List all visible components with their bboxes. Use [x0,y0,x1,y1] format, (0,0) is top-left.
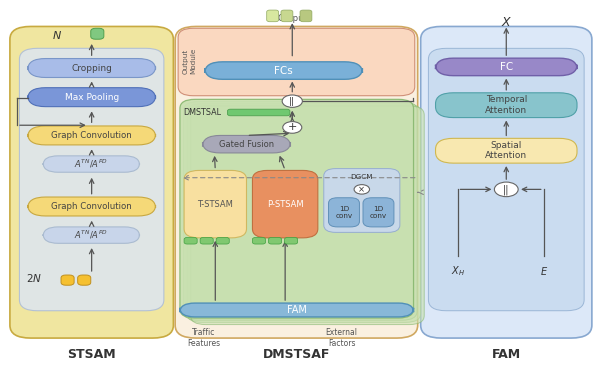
FancyBboxPatch shape [10,27,173,338]
FancyBboxPatch shape [200,238,213,244]
Text: Temporal
Attention: Temporal Attention [485,95,527,115]
Text: 1D
conv: 1D conv [335,206,353,219]
FancyBboxPatch shape [363,198,394,227]
FancyBboxPatch shape [267,10,278,22]
Text: $E$: $E$ [539,265,548,277]
Text: Cropping: Cropping [71,64,112,73]
FancyBboxPatch shape [253,238,266,244]
FancyBboxPatch shape [61,275,74,285]
FancyBboxPatch shape [324,169,400,232]
FancyBboxPatch shape [205,62,362,79]
FancyBboxPatch shape [91,28,104,39]
Text: Output
Module: Output Module [183,48,196,74]
FancyBboxPatch shape [77,275,91,285]
Text: Spatial
Attention: Spatial Attention [485,141,527,161]
Text: FAM: FAM [287,305,307,315]
FancyBboxPatch shape [253,171,318,238]
FancyBboxPatch shape [436,138,577,163]
FancyBboxPatch shape [187,104,421,322]
Text: 1D
conv: 1D conv [370,206,387,219]
FancyBboxPatch shape [191,106,424,324]
FancyBboxPatch shape [178,28,415,96]
FancyBboxPatch shape [329,198,359,227]
Text: ||: || [503,184,509,195]
FancyBboxPatch shape [300,10,312,22]
Text: DGCM: DGCM [350,174,373,179]
Text: STSAM: STSAM [67,348,116,361]
Text: Graph Convolution: Graph Convolution [51,131,132,140]
FancyBboxPatch shape [43,156,139,172]
FancyBboxPatch shape [28,88,155,107]
Text: $X_H$: $X_H$ [451,264,464,278]
FancyBboxPatch shape [184,238,197,244]
Text: Traffic
Features: Traffic Features [187,328,220,348]
Text: P-STSAM: P-STSAM [267,200,304,209]
Text: +: + [287,122,297,132]
Text: Max Pooling: Max Pooling [65,92,119,102]
Text: $2N$: $2N$ [26,272,42,284]
FancyBboxPatch shape [284,238,298,244]
FancyBboxPatch shape [436,93,577,118]
Circle shape [494,182,518,197]
Text: Gated Fusion: Gated Fusion [219,140,274,149]
FancyBboxPatch shape [281,10,293,22]
FancyBboxPatch shape [28,58,155,77]
FancyBboxPatch shape [428,48,584,311]
FancyBboxPatch shape [28,126,155,145]
FancyBboxPatch shape [19,48,164,311]
FancyBboxPatch shape [203,135,290,153]
FancyBboxPatch shape [436,58,577,76]
Circle shape [283,122,302,133]
FancyBboxPatch shape [175,27,418,338]
Circle shape [354,185,370,194]
FancyBboxPatch shape [180,100,413,318]
Text: Output: Output [277,14,307,23]
Text: FCs: FCs [274,65,293,75]
FancyBboxPatch shape [184,101,417,320]
Text: $A^{TN}$/$A^{PD}$: $A^{TN}$/$A^{PD}$ [74,229,109,241]
Text: DMSTSAF: DMSTSAF [263,348,330,361]
FancyBboxPatch shape [216,238,229,244]
FancyBboxPatch shape [43,227,139,243]
Text: Graph Convolution: Graph Convolution [51,202,132,211]
Text: FC: FC [500,62,513,72]
Text: T-STSAM: T-STSAM [197,200,233,209]
FancyBboxPatch shape [28,197,155,216]
Text: ||: || [289,97,295,106]
Text: $N$: $N$ [52,29,62,41]
FancyBboxPatch shape [421,27,592,338]
Text: DMSTSAL: DMSTSAL [184,108,221,117]
Text: FAM: FAM [492,348,521,361]
Text: $X$: $X$ [500,16,512,29]
Text: $A^{TN}$/$A^{PD}$: $A^{TN}$/$A^{PD}$ [74,158,109,170]
FancyBboxPatch shape [227,109,290,116]
Text: ×: × [358,185,365,194]
Circle shape [282,95,302,107]
FancyBboxPatch shape [268,238,281,244]
FancyBboxPatch shape [180,303,413,317]
FancyBboxPatch shape [184,171,247,238]
Text: External
Factors: External Factors [326,328,358,348]
